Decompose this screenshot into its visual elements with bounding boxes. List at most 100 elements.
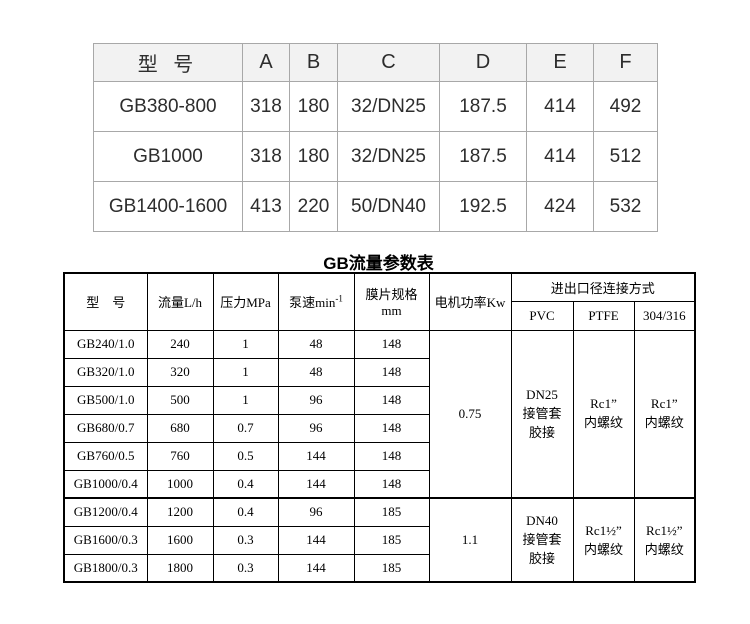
dim-col-header-f: F bbox=[593, 43, 658, 82]
flow-col-header-ptfe: PTFE bbox=[572, 300, 635, 331]
flow-cell: 185 bbox=[353, 497, 430, 527]
flow-cell: 0.7 bbox=[212, 413, 279, 443]
flow-cell-model: GB1000/0.4 bbox=[63, 469, 148, 499]
pump-speed-exponent: -1 bbox=[335, 293, 343, 304]
flow-row-gb500: GB500/1.0 500 1 96 148 bbox=[63, 385, 695, 415]
flow-cell: 1200 bbox=[146, 497, 214, 527]
flow-cell-model: GB320/1.0 bbox=[63, 357, 148, 387]
dimension-spec-table: 型 号 A B C D E F GB380-800 318 180 32/DN2… bbox=[93, 43, 658, 232]
flow-cell: 148 bbox=[353, 329, 430, 359]
ss-connection-cell-group2: Rc1½” 内螺纹 bbox=[633, 497, 696, 583]
flow-cell-model: GB1200/0.4 bbox=[63, 497, 148, 527]
pump-speed-label: 泵速min bbox=[289, 295, 336, 311]
flow-cell: 144 bbox=[277, 469, 355, 499]
dim-cell: 180 bbox=[289, 131, 338, 182]
flow-cell: 0.4 bbox=[212, 469, 279, 499]
flow-col-header-diaphragm: 膜片规格mm bbox=[353, 272, 430, 331]
dim-cell-model: GB1400-1600 bbox=[93, 181, 243, 232]
flow-col-header-pvc: PVC bbox=[510, 300, 574, 331]
flow-row-gb1800: GB1800/0.3 1800 0.3 144 185 bbox=[63, 553, 695, 583]
flow-col-header-ss: 304/316 bbox=[633, 300, 696, 331]
dim-cell: 318 bbox=[242, 81, 290, 132]
flow-cell: 185 bbox=[353, 553, 430, 583]
motor-power-cell-group1: 0.75 bbox=[428, 329, 512, 499]
dim-cell: 220 bbox=[289, 181, 338, 232]
flow-cell: 680 bbox=[146, 413, 214, 443]
flow-cell: 144 bbox=[277, 441, 355, 471]
flow-cell-model: GB240/1.0 bbox=[63, 329, 148, 359]
flow-cell: 148 bbox=[353, 441, 430, 471]
dim-cell: 492 bbox=[593, 81, 658, 132]
dim-cell: 414 bbox=[526, 131, 594, 182]
flow-cell: 185 bbox=[353, 525, 430, 555]
dim-cell: 187.5 bbox=[439, 131, 527, 182]
dim-col-header-b: B bbox=[289, 43, 338, 82]
dim-cell: 424 bbox=[526, 181, 594, 232]
flow-col-header-motor-power: 电机功率Kw bbox=[428, 272, 512, 331]
dimension-header-row: 型 号 A B C D E F bbox=[93, 43, 658, 82]
ptfe-connection-cell-group2: Rc1½” 内螺纹 bbox=[572, 497, 635, 583]
flow-col-header-connection-group: 进出口径连接方式 bbox=[510, 272, 696, 302]
dim-col-header-a: A bbox=[242, 43, 290, 82]
dim-col-header-d: D bbox=[439, 43, 527, 82]
flow-cell: 320 bbox=[146, 357, 214, 387]
flow-table-title: GB流量参数表 bbox=[323, 254, 434, 273]
dim-cell: 318 bbox=[242, 131, 290, 182]
flow-cell: 144 bbox=[277, 525, 355, 555]
dim-cell: 532 bbox=[593, 181, 658, 232]
flow-cell: 1000 bbox=[146, 469, 214, 499]
dim-cell: 32/DN25 bbox=[337, 131, 440, 182]
motor-power-cell-group2: 1.1 bbox=[428, 497, 512, 583]
dim-cell: 192.5 bbox=[439, 181, 527, 232]
flow-row-gb240: GB240/1.0 240 1 48 148 0.75 DN25 接管套 胶接 … bbox=[63, 329, 696, 499]
flow-cell-model: GB500/1.0 bbox=[63, 385, 148, 415]
dimension-row-gb1400-1600: GB1400-1600 413 220 50/DN40 192.5 424 53… bbox=[93, 181, 658, 232]
flow-cell: 144 bbox=[277, 553, 355, 583]
flow-cell-model: GB680/0.7 bbox=[63, 413, 148, 443]
flow-cell: 1 bbox=[212, 357, 279, 387]
dim-cell: 50/DN40 bbox=[337, 181, 440, 232]
flow-cell: 96 bbox=[277, 413, 355, 443]
dimension-row-gb1000: GB1000 318 180 32/DN25 187.5 414 512 bbox=[93, 131, 658, 182]
flow-cell: 0.3 bbox=[212, 525, 279, 555]
dim-cell: 512 bbox=[593, 131, 658, 182]
flow-cell: 760 bbox=[146, 441, 214, 471]
flow-cell: 48 bbox=[277, 357, 355, 387]
flow-cell: 0.4 bbox=[212, 497, 279, 527]
dim-cell: 187.5 bbox=[439, 81, 527, 132]
flow-cell: 1 bbox=[212, 329, 279, 359]
dim-cell: 180 bbox=[289, 81, 338, 132]
pvc-connection-cell-group2: DN40 接管套 胶接 bbox=[510, 497, 574, 583]
flow-col-header-flow: 流量L/h bbox=[146, 272, 214, 331]
dim-cell-model: GB1000 bbox=[93, 131, 243, 182]
flow-row-gb760: GB760/0.5 760 0.5 144 148 bbox=[63, 441, 695, 471]
ss-connection-cell-group1: Rc1” 内螺纹 bbox=[633, 329, 696, 499]
flow-cell: 48 bbox=[277, 329, 355, 359]
flow-cell-model: GB1800/0.3 bbox=[63, 553, 148, 583]
flow-parameters-table: 型 号 流量L/h 压力MPa 泵速min-1 膜片规格mm 电机功率Kw 进出… bbox=[63, 272, 697, 583]
pvc-connection-cell-group1: DN25 接管套 胶接 bbox=[510, 329, 574, 499]
flow-header-row-sub: PVC PTFE 304/316 bbox=[64, 300, 696, 331]
flow-cell: 240 bbox=[146, 329, 214, 359]
flow-cell: 500 bbox=[146, 385, 214, 415]
flow-cell: 148 bbox=[353, 469, 430, 499]
dim-col-header-model: 型 号 bbox=[93, 43, 243, 82]
ptfe-connection-cell-group1: Rc1” 内螺纹 bbox=[572, 329, 635, 499]
flow-cell-model: GB760/0.5 bbox=[63, 441, 148, 471]
dim-col-header-e: E bbox=[526, 43, 594, 82]
flow-cell-model: GB1600/0.3 bbox=[63, 525, 148, 555]
dim-cell-model: GB380-800 bbox=[93, 81, 243, 132]
dim-cell: 413 bbox=[242, 181, 290, 232]
dim-cell: 414 bbox=[526, 81, 594, 132]
dim-cell: 32/DN25 bbox=[337, 81, 440, 132]
flow-cell: 0.3 bbox=[212, 553, 279, 583]
dim-col-header-c: C bbox=[337, 43, 440, 82]
flow-cell: 0.5 bbox=[212, 441, 279, 471]
flow-cell: 148 bbox=[353, 413, 430, 443]
flow-cell: 1800 bbox=[146, 553, 214, 583]
flow-cell: 148 bbox=[353, 357, 430, 387]
flow-cell: 148 bbox=[353, 385, 430, 415]
flow-header-row-top: 型 号 流量L/h 压力MPa 泵速min-1 膜片规格mm 电机功率Kw 进出… bbox=[63, 272, 696, 331]
flow-cell: 96 bbox=[277, 497, 355, 527]
flow-row-gb320: GB320/1.0 320 1 48 148 bbox=[63, 357, 695, 387]
